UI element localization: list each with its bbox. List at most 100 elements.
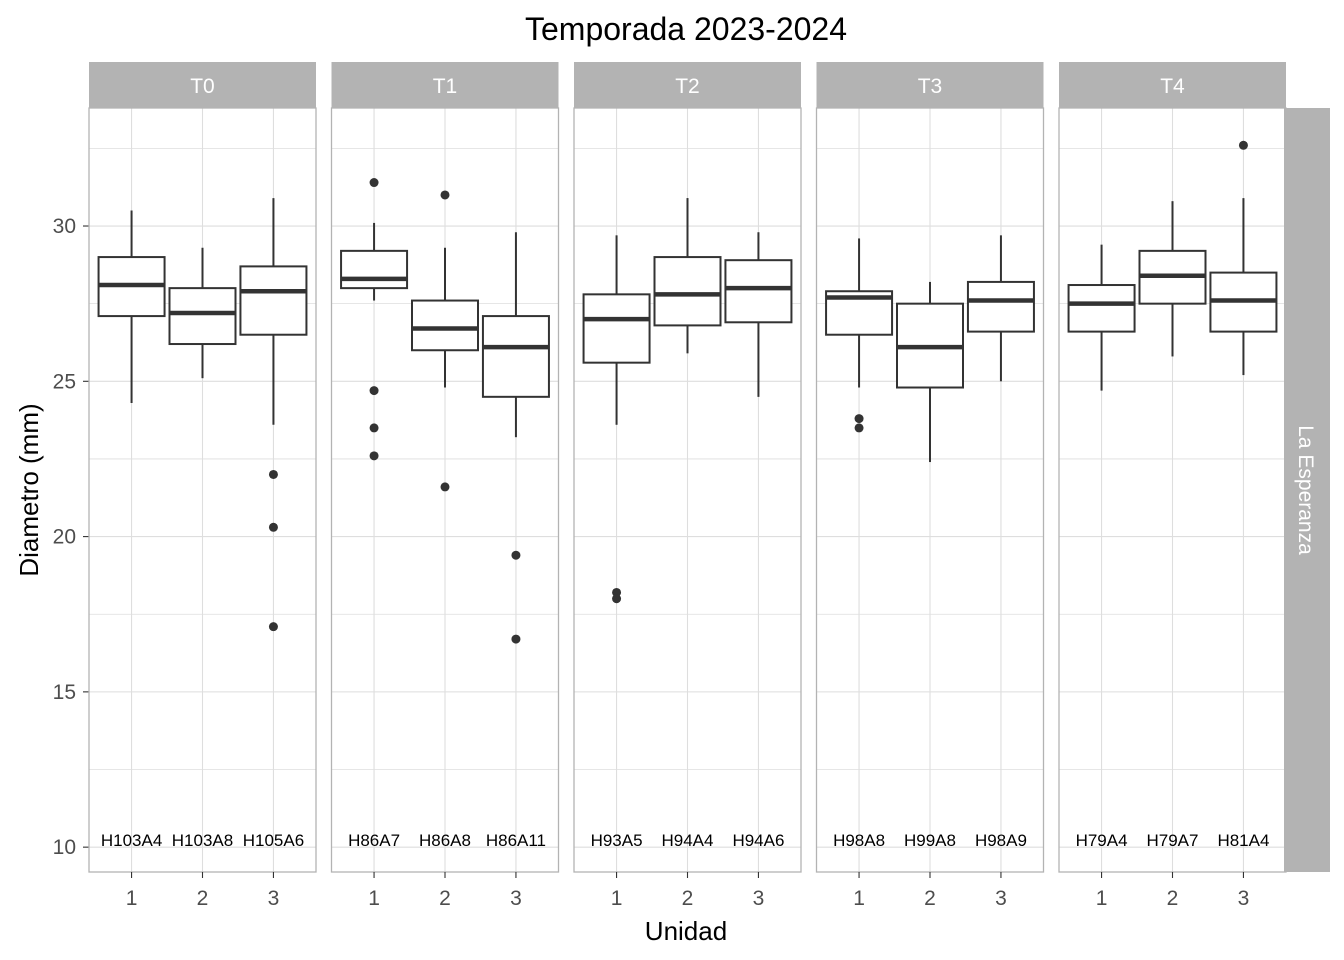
outlier-point [268, 469, 278, 479]
facet-panel: H79A4 H79A7 H81A4 T4 1 2 3 [1058, 62, 1287, 910]
box-T0-1 [97, 210, 166, 404]
facet-panel: H98A8 H99A8 H98A9 T3 1 2 3 [815, 62, 1045, 910]
unit-code-label: H93A5 [591, 831, 643, 850]
unit-code-label: H98A8 [833, 831, 885, 850]
facet-panel: H93A5 H94A4 H94A6 T2 1 2 3 [573, 62, 802, 910]
unit-code-label: H103A4 [101, 831, 162, 850]
outlier-point [369, 423, 379, 433]
box-T0-3 [239, 198, 308, 632]
unit-code-label: H94A4 [662, 831, 714, 850]
unit-code-label: H86A11 [486, 831, 546, 850]
outlier-point [369, 386, 379, 396]
facet-strip-label: T4 [1160, 75, 1185, 98]
major-gridlines [1059, 108, 1286, 872]
x-tick-label: 2 [924, 887, 936, 910]
facet-panels: H103A4 H103A8 H105A6 T0 1 2 3 H86A7 H86A8 H86A11 T… [88, 62, 1287, 910]
box-T1-1 [340, 178, 409, 461]
y-axis-ticks: 10 15 20 25 30 [53, 215, 89, 859]
unit-code-label: H86A8 [419, 831, 471, 850]
outlier-point [612, 594, 622, 604]
iqr-box [966, 280, 1035, 333]
outlier-point [854, 423, 864, 433]
y-tick-label: 20 [53, 526, 76, 549]
facet-strip-label: T0 [190, 75, 215, 98]
box-T3-3 [966, 235, 1035, 382]
iqr-box [582, 293, 651, 364]
iqr-box [481, 315, 550, 398]
y-axis-title: Diametro (mm) [14, 403, 44, 576]
row-strip: La Esperanza [1284, 108, 1330, 872]
box-T2-2 [653, 198, 722, 354]
unit-code-label: H81A4 [1217, 831, 1269, 850]
x-tick-label: 1 [611, 887, 623, 910]
unit-code-label: H98A9 [975, 831, 1027, 850]
unit-code-label: H79A4 [1076, 831, 1128, 850]
box-T0-2 [168, 247, 237, 379]
row-strip-background [1284, 108, 1330, 872]
facet-strip [816, 62, 1044, 108]
facet-strip-label: T3 [918, 75, 943, 98]
x-tick-label: 2 [682, 887, 694, 910]
box-T1-2 [411, 190, 479, 492]
iqr-box [411, 299, 479, 352]
x-tick-label: 3 [268, 887, 280, 910]
facet-strip [331, 62, 559, 108]
x-tick-label: 1 [1096, 887, 1108, 910]
outlier-point [612, 587, 622, 597]
facet-strip [1059, 62, 1286, 108]
outlier-point [854, 414, 864, 424]
box-T4-2 [1138, 201, 1207, 357]
outlier-point [1238, 140, 1248, 150]
facet-panel: H86A7 H86A8 H86A11 T1 1 2 3 [330, 62, 560, 910]
iqr-box [168, 287, 237, 346]
outlier-point [369, 178, 379, 188]
box-T2-1 [582, 235, 651, 604]
facet-strip-label: T2 [675, 75, 700, 98]
y-tick-label: 10 [53, 836, 76, 859]
x-tick-label: 2 [197, 887, 209, 910]
outlier-point [440, 482, 450, 492]
unit-code-label: H105A6 [243, 831, 304, 850]
x-tick-label: 3 [753, 887, 765, 910]
facet-panel: H103A4 H103A8 H105A6 T0 1 2 3 [88, 62, 317, 910]
x-tick-label: 1 [368, 887, 380, 910]
unit-code-label: H79A7 [1147, 831, 1199, 850]
x-tick-label: 3 [510, 887, 522, 910]
unit-code-label: H86A7 [348, 831, 400, 850]
outlier-point [268, 622, 278, 632]
unit-code-label: H94A6 [732, 831, 784, 850]
x-tick-label: 2 [439, 887, 451, 910]
outlier-point [440, 190, 450, 200]
y-tick-label: 30 [53, 215, 76, 238]
chart-title: Temporada 2023-2024 [525, 11, 847, 47]
box-T4-3 [1209, 140, 1278, 376]
box-T2-3 [724, 232, 793, 397]
outlier-point [511, 634, 521, 644]
unit-code-label: H99A8 [904, 831, 956, 850]
box-T3-2 [896, 281, 964, 463]
box-T1-3 [481, 232, 550, 644]
x-axis-title: Unidad [645, 916, 727, 946]
x-tick-label: 3 [995, 887, 1007, 910]
box-T4-1 [1067, 244, 1136, 391]
iqr-box [239, 265, 308, 336]
y-tick-label: 25 [53, 370, 76, 393]
unit-code-label: H103A8 [172, 831, 233, 850]
facet-strip [574, 62, 801, 108]
x-tick-label: 2 [1167, 887, 1179, 910]
facet-strip-label: T1 [433, 75, 458, 98]
iqr-box [340, 249, 409, 290]
facet-strip [89, 62, 316, 108]
x-tick-label: 1 [126, 887, 138, 910]
x-tick-label: 3 [1238, 887, 1250, 910]
row-strip-label: La Esperanza [1294, 425, 1317, 555]
iqr-box [653, 256, 722, 327]
outlier-point [369, 451, 379, 461]
outlier-point [268, 522, 278, 532]
x-tick-label: 1 [853, 887, 865, 910]
outlier-point [511, 550, 521, 560]
iqr-box [1067, 284, 1136, 333]
iqr-box [724, 259, 793, 324]
box-T3-1 [825, 238, 894, 433]
